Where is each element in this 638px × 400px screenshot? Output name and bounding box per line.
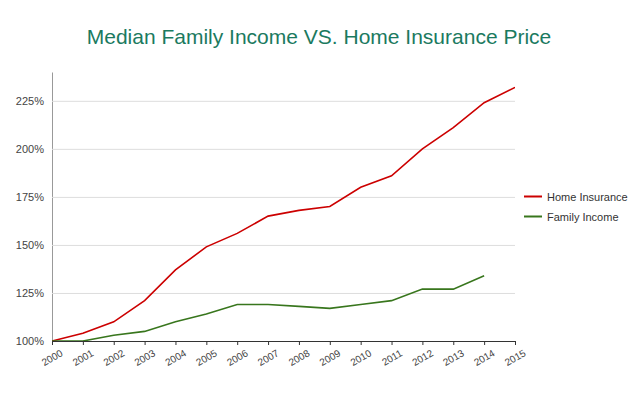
x-tick: 2011 xyxy=(380,341,405,368)
x-tick-label: 2004 xyxy=(163,347,188,368)
grid-line xyxy=(52,341,515,342)
x-tick: 2003 xyxy=(132,341,157,368)
tick-mark xyxy=(453,341,454,345)
y-tick: 200% xyxy=(16,143,515,155)
x-tick-label: 2002 xyxy=(102,347,127,368)
x-tick-label: 2009 xyxy=(318,347,343,368)
y-axis: 100% 125% 150% 175% 200% 225% xyxy=(16,73,515,348)
y-tick-label: 200% xyxy=(16,143,44,155)
x-axis-line xyxy=(53,341,516,342)
chart: Median Family Income VS. Home Insurance … xyxy=(0,0,638,400)
y-tick: 150% xyxy=(16,239,515,251)
grid-line xyxy=(52,101,515,102)
legend-label: Family Income xyxy=(547,211,619,223)
y-tick: 225% xyxy=(16,95,515,107)
y-tick: 100% xyxy=(16,335,515,347)
tick-mark xyxy=(361,341,362,345)
legend-swatch xyxy=(524,196,542,198)
x-tick: 2002 xyxy=(102,341,127,368)
x-tick: 2013 xyxy=(441,341,466,368)
x-tick: 2008 xyxy=(287,341,312,368)
x-tick: 2009 xyxy=(318,341,343,368)
grid-line xyxy=(52,149,515,150)
x-tick: 2006 xyxy=(225,341,250,368)
x-axis: 2000 2001 20022003 2004 2005 2006 2007 2008 2009… xyxy=(40,341,528,368)
x-tick-label: 2012 xyxy=(410,347,435,368)
x-tick: 2010 xyxy=(348,341,373,368)
y-tick: 175% xyxy=(16,191,515,203)
plot: 100% 125% 150% 175% 200% 225% 2000 2001 20022003… xyxy=(16,73,528,369)
x-tick-label: 2011 xyxy=(380,347,405,367)
tick-mark xyxy=(299,341,300,345)
x-tick: 2000 xyxy=(40,341,65,368)
x-tick-label: 2005 xyxy=(194,347,219,368)
x-tick-label: 2015 xyxy=(503,347,528,368)
legend-item: Family Income xyxy=(524,211,619,223)
x-tick-label: 2013 xyxy=(441,347,466,368)
tick-mark xyxy=(422,341,423,345)
tick-mark xyxy=(484,341,485,345)
x-tick-label: 2007 xyxy=(256,347,281,368)
tick-mark xyxy=(237,341,238,345)
x-tick: 2007 xyxy=(256,341,281,368)
tick-mark xyxy=(206,341,207,345)
x-tick-label: 2001 xyxy=(71,347,96,368)
tick-mark xyxy=(52,341,53,345)
grid-line xyxy=(52,293,515,294)
x-tick-label: 2003 xyxy=(132,347,157,368)
x-tick: 2001 xyxy=(71,341,96,368)
y-tick-label: 150% xyxy=(16,239,44,251)
legend-label: Home Insurance xyxy=(547,191,628,203)
title: Median Family Income VS. Home Insurance … xyxy=(87,25,552,48)
y-tick-label: 125% xyxy=(16,287,44,299)
y-axis-line xyxy=(52,73,53,342)
x-tick: 2004 xyxy=(163,341,188,368)
legend-item: Home Insurance xyxy=(524,191,628,203)
x-tick: 2005 xyxy=(194,341,219,368)
y-tick-label: 175% xyxy=(16,191,44,203)
y-tick-label: 225% xyxy=(16,95,44,107)
x-tick-label: 2010 xyxy=(348,347,373,368)
grid-line xyxy=(52,197,515,198)
tick-mark xyxy=(268,341,269,345)
tick-mark xyxy=(83,341,84,345)
x-tick: 2015 xyxy=(503,341,528,368)
tick-mark xyxy=(114,341,115,345)
tick-mark xyxy=(175,341,176,345)
tick-mark xyxy=(392,341,393,345)
legend: Home Insurance Family Income xyxy=(524,191,628,223)
y-tick-label: 100% xyxy=(16,335,44,347)
series-line xyxy=(52,87,515,341)
x-tick: 2014 xyxy=(472,341,497,368)
x-tick-label: 2000 xyxy=(40,347,65,368)
series-line xyxy=(52,276,484,341)
lines xyxy=(52,87,515,341)
x-tick-label: 2014 xyxy=(472,347,497,368)
tick-mark xyxy=(145,341,146,345)
grid-line xyxy=(52,245,515,246)
x-tick: 2012 xyxy=(410,341,435,368)
x-tick-label: 2006 xyxy=(225,347,250,368)
tick-mark xyxy=(330,341,331,345)
tick-mark xyxy=(515,341,516,345)
x-tick-label: 2008 xyxy=(287,347,312,368)
legend-swatch xyxy=(524,216,542,218)
